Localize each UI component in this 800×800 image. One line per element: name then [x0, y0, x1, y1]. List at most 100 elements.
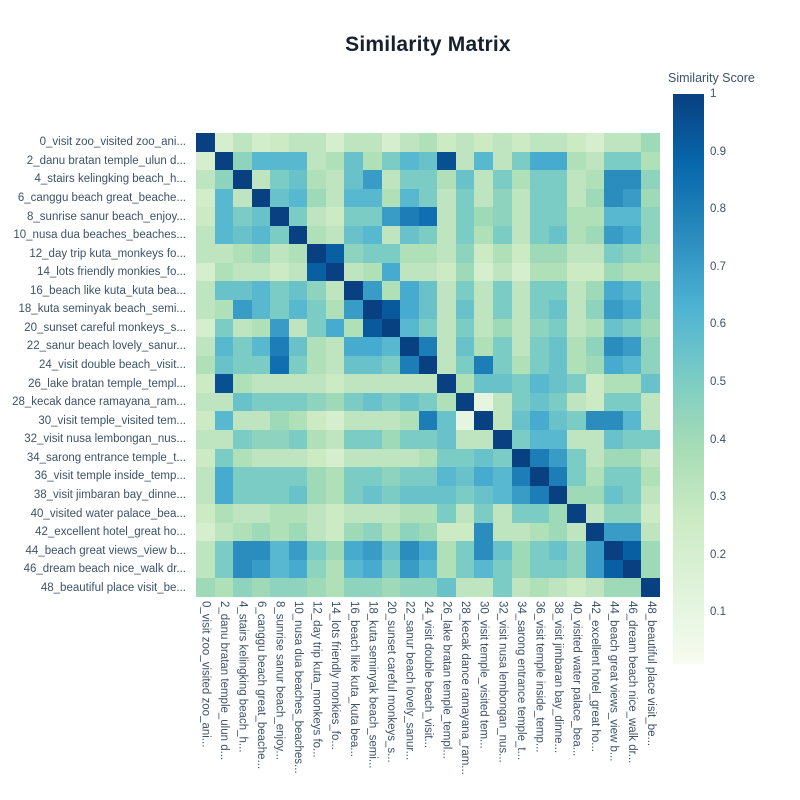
heatmap-cell[interactable]: [455, 281, 475, 301]
heatmap-cell[interactable]: [400, 522, 419, 542]
heatmap-cell[interactable]: [251, 188, 271, 208]
heatmap-cell[interactable]: [325, 151, 345, 171]
heatmap-cell[interactable]: [641, 448, 660, 468]
heatmap-cell[interactable]: [270, 225, 289, 245]
heatmap-cell[interactable]: [251, 225, 271, 245]
heatmap-cell[interactable]: [474, 485, 493, 505]
heatmap-cell[interactable]: [233, 244, 252, 263]
heatmap-cell[interactable]: [437, 448, 456, 468]
heatmap-cell[interactable]: [381, 337, 401, 356]
heatmap-cell[interactable]: [604, 318, 623, 338]
heatmap-cell[interactable]: [641, 522, 660, 542]
heatmap-cell[interactable]: [344, 429, 364, 449]
heatmap-cell[interactable]: [548, 225, 568, 245]
heatmap-cell[interactable]: [474, 300, 493, 319]
heatmap-cell[interactable]: [455, 504, 475, 523]
heatmap-cell[interactable]: [437, 411, 456, 430]
heatmap-cell[interactable]: [325, 318, 345, 338]
heatmap-cell[interactable]: [511, 170, 531, 189]
heatmap-cell[interactable]: [530, 504, 549, 523]
heatmap-cell[interactable]: [418, 541, 438, 560]
heatmap-cell[interactable]: [455, 541, 475, 560]
heatmap-cell[interactable]: [251, 318, 271, 338]
heatmap-cell[interactable]: [270, 429, 289, 449]
heatmap-cell[interactable]: [437, 244, 456, 263]
heatmap-cell[interactable]: [363, 337, 382, 356]
heatmap-cell[interactable]: [344, 318, 364, 338]
heatmap-cell[interactable]: [641, 467, 660, 486]
heatmap-cell[interactable]: [288, 504, 308, 523]
heatmap-cell[interactable]: [567, 541, 586, 560]
heatmap-cell[interactable]: [307, 485, 326, 505]
heatmap-cell[interactable]: [214, 281, 234, 301]
heatmap-cell[interactable]: [585, 281, 605, 301]
heatmap-cell[interactable]: [455, 485, 475, 505]
heatmap-cell[interactable]: [437, 374, 456, 393]
heatmap-cell[interactable]: [363, 504, 382, 523]
heatmap-cell[interactable]: [233, 541, 252, 560]
heatmap-cell[interactable]: [492, 151, 512, 171]
heatmap-cell[interactable]: [567, 225, 586, 245]
heatmap-cell[interactable]: [214, 207, 234, 226]
heatmap-cell[interactable]: [585, 225, 605, 245]
heatmap-cell[interactable]: [325, 504, 345, 523]
heatmap-cell[interactable]: [288, 318, 308, 338]
heatmap-cell[interactable]: [270, 281, 289, 301]
heatmap-cell[interactable]: [585, 133, 605, 152]
heatmap-cell[interactable]: [233, 411, 252, 430]
heatmap-cell[interactable]: [196, 541, 215, 560]
heatmap-cell[interactable]: [492, 225, 512, 245]
heatmap-cell[interactable]: [548, 318, 568, 338]
heatmap-cell[interactable]: [622, 578, 642, 597]
heatmap-cell[interactable]: [400, 281, 419, 301]
heatmap-cell[interactable]: [233, 225, 252, 245]
heatmap-cell[interactable]: [474, 467, 493, 486]
heatmap-cell[interactable]: [251, 522, 271, 542]
heatmap-cell[interactable]: [214, 300, 234, 319]
heatmap-plot-area[interactable]: [196, 133, 660, 597]
heatmap-cell[interactable]: [492, 207, 512, 226]
heatmap-cell[interactable]: [251, 578, 271, 597]
heatmap-cell[interactable]: [307, 578, 326, 597]
heatmap-cell[interactable]: [344, 207, 364, 226]
heatmap-cell[interactable]: [567, 188, 586, 208]
heatmap-cell[interactable]: [196, 281, 215, 301]
heatmap-cell[interactable]: [325, 429, 345, 449]
heatmap-cell[interactable]: [288, 170, 308, 189]
heatmap-cell[interactable]: [455, 170, 475, 189]
heatmap-cell[interactable]: [585, 207, 605, 226]
heatmap-cell[interactable]: [233, 170, 252, 189]
heatmap-cell[interactable]: [325, 281, 345, 301]
heatmap-cell[interactable]: [196, 355, 215, 375]
heatmap-cell[interactable]: [325, 392, 345, 412]
heatmap-cell[interactable]: [307, 281, 326, 301]
heatmap-cell[interactable]: [400, 170, 419, 189]
heatmap-cell[interactable]: [344, 485, 364, 505]
heatmap-cell[interactable]: [492, 541, 512, 560]
heatmap-cell[interactable]: [307, 207, 326, 226]
heatmap-cell[interactable]: [270, 355, 289, 375]
heatmap-cell[interactable]: [437, 355, 456, 375]
heatmap-cell[interactable]: [288, 429, 308, 449]
heatmap-cell[interactable]: [363, 151, 382, 171]
heatmap-cell[interactable]: [344, 355, 364, 375]
heatmap-cell[interactable]: [567, 522, 586, 542]
heatmap-cell[interactable]: [381, 411, 401, 430]
heatmap-cell[interactable]: [511, 281, 531, 301]
heatmap-cell[interactable]: [585, 485, 605, 505]
heatmap-cell[interactable]: [400, 355, 419, 375]
heatmap-cell[interactable]: [622, 188, 642, 208]
heatmap-cell[interactable]: [604, 151, 623, 171]
heatmap-cell[interactable]: [325, 188, 345, 208]
heatmap-cell[interactable]: [492, 355, 512, 375]
heatmap-cell[interactable]: [567, 448, 586, 468]
heatmap-cell[interactable]: [214, 541, 234, 560]
heatmap-cell[interactable]: [548, 170, 568, 189]
heatmap-cell[interactable]: [214, 467, 234, 486]
heatmap-cell[interactable]: [381, 541, 401, 560]
heatmap-cell[interactable]: [400, 541, 419, 560]
heatmap-cell[interactable]: [344, 392, 364, 412]
heatmap-cell[interactable]: [233, 318, 252, 338]
heatmap-cell[interactable]: [511, 504, 531, 523]
heatmap-cell[interactable]: [288, 244, 308, 263]
